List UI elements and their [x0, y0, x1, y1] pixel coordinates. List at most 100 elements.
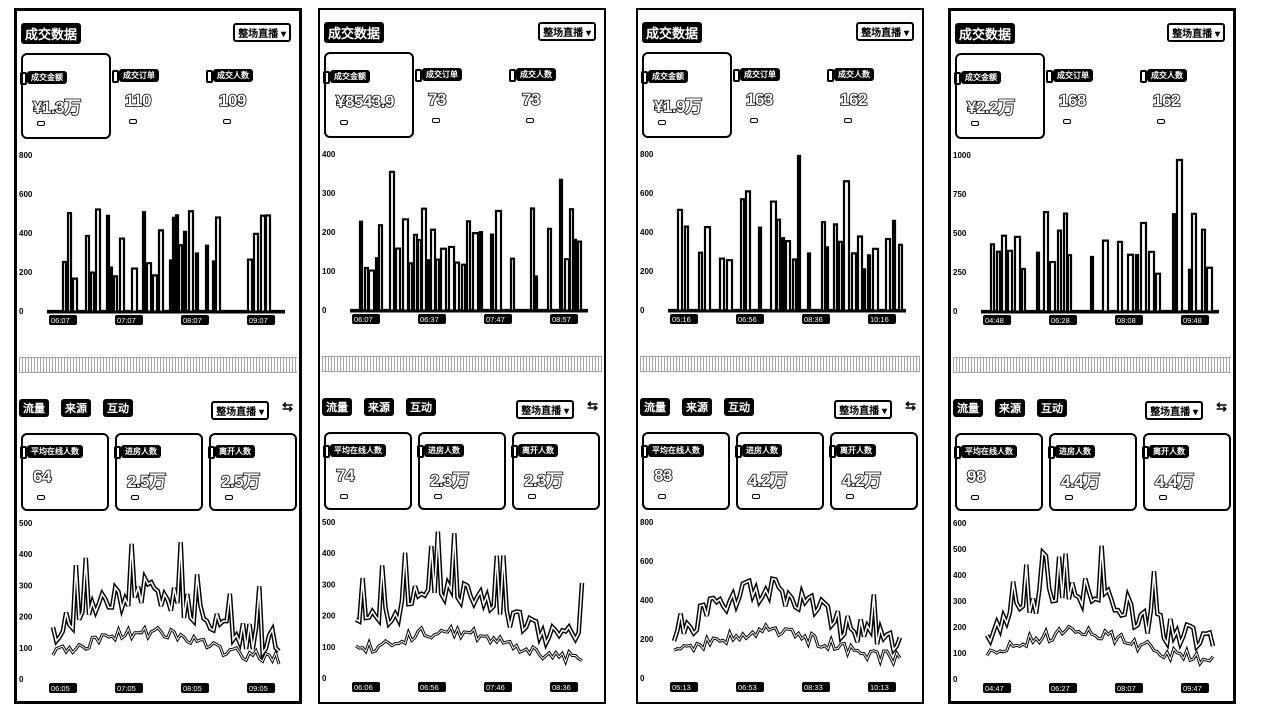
traffic-chart: 800 600 400 200 0 05:13 06:53 08:33 10:13: [638, 516, 922, 702]
traffic-card-enter[interactable]: 进房人数 2.3万: [417, 432, 506, 510]
y-tick-label: 100: [322, 267, 336, 276]
time-range-dropdown[interactable]: 整场直播: [856, 22, 914, 41]
metric-value: 4.2万: [747, 470, 788, 491]
metric-label: 平均在线人数: [641, 444, 704, 458]
swap-icon[interactable]: ⇆: [587, 398, 598, 413]
traffic-card-enter[interactable]: 进房人数 4.2万: [735, 432, 824, 510]
x-tick-label: 09:05: [249, 684, 268, 693]
metric-value: 2.3万: [523, 470, 564, 491]
y-tick-label: 0: [640, 306, 645, 315]
traffic-card-leave[interactable]: 离开人数 2.3万: [511, 432, 600, 510]
traffic-card-enter[interactable]: 进房人数 2.5万: [114, 433, 203, 511]
sales-bars: [668, 154, 906, 312]
traffic-card-enter[interactable]: 进房人数 4.4万: [1048, 433, 1137, 511]
tab-interaction[interactable]: 互动: [724, 398, 754, 416]
metric-card-buyers[interactable]: 成交人数 73: [509, 52, 602, 138]
metric-value: 162: [1152, 90, 1181, 111]
x-tick-label: 08:36: [552, 683, 571, 692]
swap-icon[interactable]: ⇆: [905, 398, 916, 413]
traffic-range-dropdown[interactable]: 整场直播: [211, 401, 269, 420]
sales-chart-svg: 800 600 400 200 0 05:16 06:56 08:36 10:16: [640, 150, 906, 324]
tab-source[interactable]: 来源: [364, 398, 394, 416]
x-tick-label: 04:47: [985, 684, 1004, 693]
tab-source[interactable]: 来源: [995, 399, 1025, 417]
y-tick-label: 100: [19, 644, 33, 653]
metric-card-orders[interactable]: 成交订单 168: [1046, 53, 1139, 139]
metric-card-amount[interactable]: 成交金额 ¥1.9万: [641, 52, 732, 138]
tab-source[interactable]: 来源: [61, 399, 91, 417]
traffic-range-dropdown[interactable]: 整场直播: [516, 400, 574, 419]
tab-interaction[interactable]: 互动: [103, 399, 133, 417]
y-tick-label: 100: [953, 649, 967, 658]
metric-value: 83: [653, 465, 673, 486]
metric-card-orders[interactable]: 成交订单 163: [733, 52, 826, 138]
swap-icon[interactable]: ⇆: [1216, 399, 1227, 414]
traffic-line-primary: [354, 531, 585, 650]
trend-icon: [752, 494, 760, 499]
y-tick-label: 200: [640, 635, 654, 644]
x-tick-bg: [1049, 683, 1077, 693]
x-tick-label: 06:07: [51, 316, 70, 325]
metric-card-orders[interactable]: 成交订单 73: [415, 52, 508, 138]
y-tick-label: 0: [953, 675, 958, 684]
x-tick-label: 10:16: [870, 315, 889, 324]
trend-icon: [658, 494, 666, 499]
x-tick-label: 06:07: [354, 315, 373, 324]
tab-traffic[interactable]: 流量: [953, 399, 983, 417]
metric-card-buyers[interactable]: 成交人数 162: [827, 52, 920, 138]
tab-traffic[interactable]: 流量: [19, 399, 49, 417]
sales-chart: 800 600 400 200 0 06:07 07:07 08:07 09:07: [17, 149, 299, 329]
traffic-range-dropdown[interactable]: 整场直播: [834, 400, 892, 419]
metric-label: 离开人数: [511, 444, 558, 458]
x-tick-label: 06:53: [738, 683, 757, 692]
metric-card-orders[interactable]: 成交订单 110: [112, 53, 205, 139]
time-range-dropdown[interactable]: 整场直播: [233, 23, 291, 42]
traffic-chart: 500 400 300 200 100 0 06:06 06:56 07:46 08:36: [320, 516, 604, 702]
section-tabs: 流量 来源 互动: [640, 398, 766, 416]
swap-icon[interactable]: ⇆: [282, 399, 293, 414]
y-tick-label: 400: [322, 150, 336, 159]
x-tick-bg: [352, 682, 380, 692]
traffic-card-leave[interactable]: 离开人数 2.5万: [208, 433, 297, 511]
traffic-card-online[interactable]: 平均在线人数 64: [20, 433, 109, 511]
metric-card-amount[interactable]: 成交金额 ¥1.3万: [20, 53, 111, 139]
x-tick-label: 10:13: [870, 683, 889, 692]
traffic-card-online[interactable]: 平均在线人数 98: [954, 433, 1043, 511]
x-tick-label: 08:05: [183, 684, 202, 693]
metric-value: ¥1.3万: [32, 97, 82, 118]
traffic-card-online[interactable]: 平均在线人数 74: [323, 432, 412, 510]
tab-interaction[interactable]: 互动: [1037, 399, 1067, 417]
tab-traffic[interactable]: 流量: [322, 398, 352, 416]
x-tick-bg: [181, 315, 209, 325]
x-tick-label: 07:47: [486, 315, 505, 324]
metric-card-amount[interactable]: 成交金额 ¥2.2万: [954, 53, 1045, 139]
y-tick-label: 800: [19, 151, 33, 160]
time-range-dropdown[interactable]: 整场直播: [1167, 23, 1225, 42]
metric-label: 离开人数: [1142, 445, 1189, 459]
tab-source[interactable]: 来源: [682, 398, 712, 416]
y-tick-label: 1000: [953, 151, 971, 160]
tab-interaction[interactable]: 互动: [406, 398, 436, 416]
x-tick-bg: [736, 314, 764, 324]
trend-icon: [846, 494, 854, 499]
trend-icon: [658, 120, 666, 125]
traffic-card-leave[interactable]: 离开人数 4.4万: [1142, 433, 1231, 511]
metric-value: 4.4万: [1154, 471, 1195, 492]
traffic-card-online[interactable]: 平均在线人数 83: [641, 432, 730, 510]
x-tick-bg: [1181, 683, 1209, 693]
trend-icon: [1065, 495, 1073, 500]
section-tabs: 流量 来源 互动: [953, 399, 1079, 417]
x-tick-bg: [49, 683, 77, 693]
traffic-range-dropdown[interactable]: 整场直播: [1145, 401, 1203, 420]
metric-card-buyers[interactable]: 成交人数 162: [1140, 53, 1233, 139]
tab-traffic[interactable]: 流量: [640, 398, 670, 416]
metric-card-buyers[interactable]: 成交人数 109: [206, 53, 299, 139]
trend-icon: [340, 494, 348, 499]
traffic-chart: 500 400 300 200 100 0 06:05 07:05 08:05 09:05: [17, 517, 299, 701]
y-tick-label: 400: [953, 571, 967, 580]
time-range-dropdown[interactable]: 整场直播: [538, 22, 596, 41]
traffic-card-leave[interactable]: 离开人数 4.2万: [829, 432, 918, 510]
trend-icon: [225, 495, 233, 500]
trend-icon: [971, 495, 979, 500]
metric-card-amount[interactable]: 成交金额 ¥8543.9: [323, 52, 414, 138]
